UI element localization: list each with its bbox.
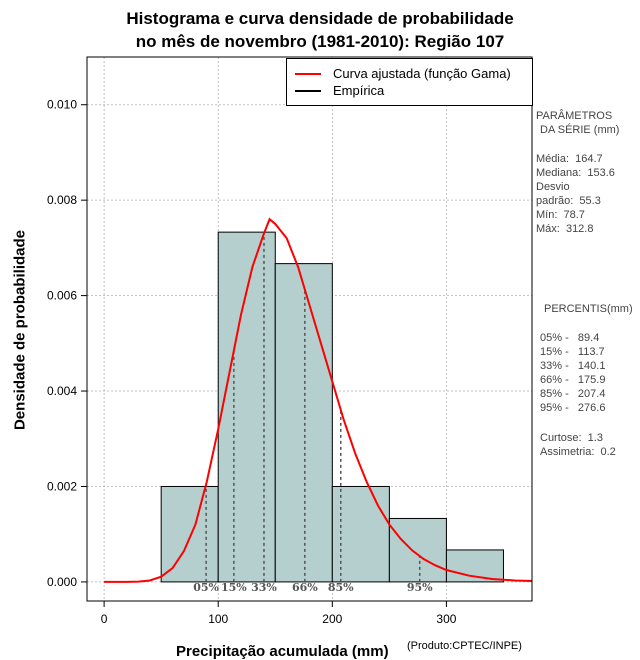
percentile-label: 33% — [251, 581, 277, 594]
params-title-2: DA SÉRIE (mm) — [540, 124, 620, 136]
y-axis-label: Densidade de probabilidade — [11, 229, 29, 431]
chart-title-line-2: no mês de novembro (1981-2010): Região 1… — [135, 32, 505, 51]
percentile-label: 05% — [193, 581, 219, 594]
legend-item-empirical: Empírica — [295, 83, 384, 98]
x-tick-label: 300 — [436, 612, 456, 626]
histogram-bar — [274, 263, 333, 583]
legend-swatch-red — [295, 72, 321, 75]
histogram-bar — [217, 231, 276, 583]
stat-skewness: Assimetria: 0.2 — [540, 446, 616, 458]
histogram-bar — [388, 517, 447, 583]
legend: Curva ajustada (função Gama) Empírica — [286, 58, 533, 106]
stat-sd-1: Desvio — [536, 181, 570, 193]
plot-frame — [86, 56, 533, 602]
percentiles-title: PERCENTIS(mm) — [544, 303, 633, 315]
stat-kurtosis: Curtose: 1.3 — [540, 432, 603, 444]
y-tick-label: 0.002 — [47, 479, 77, 493]
legend-label-empirical: Empírica — [333, 83, 385, 98]
y-tick-label: 0.004 — [47, 384, 77, 398]
x-tick-label: 200 — [322, 612, 342, 626]
y-tick-label: 0.010 — [47, 98, 77, 112]
legend-item-fitted: Curva ajustada (função Gama) — [295, 66, 511, 81]
pct-15: 15% - 113.7 — [540, 346, 605, 358]
pct-95: 95% - 276.6 — [540, 402, 606, 414]
percentile-label: 15% — [221, 581, 247, 594]
legend-label-fitted: Curva ajustada (função Gama) — [333, 66, 511, 81]
stat-max: Máx: 312.8 — [536, 223, 594, 235]
pct-33: 33% - 140.1 — [540, 360, 606, 372]
pct-66: 66% - 175.9 — [540, 374, 606, 386]
percentile-label: 66% — [292, 581, 318, 594]
y-tick-label: 0.008 — [47, 193, 77, 207]
chart-title-line-1: Histograma e curva densidade de probabil… — [126, 9, 514, 28]
legend-swatch-black — [295, 89, 321, 92]
percentile-label: 95% — [407, 581, 433, 594]
params-title-1: PARÂMETROS — [536, 110, 613, 122]
product-credit: (Produto:CPTEC/INPE) — [407, 640, 522, 652]
fitted-gamma-curve — [104, 217, 533, 583]
stat-median: Mediana: 153.6 — [536, 167, 615, 179]
x-tick-label: 0 — [101, 612, 108, 626]
y-tick-label: 0.000 — [47, 575, 77, 589]
pct-05: 05% - 89.4 — [540, 332, 600, 344]
histogram-bar — [160, 485, 219, 583]
stat-min: Mín: 78.7 — [536, 209, 585, 221]
pct-85: 85% - 207.4 — [540, 388, 606, 400]
percentile-label: 85% — [328, 581, 354, 594]
stat-sd-2: padrão: 55.3 — [536, 195, 601, 207]
stat-mean: Média: 164.7 — [536, 153, 603, 165]
x-axis-label: Precipitação acumulada (mm) — [176, 643, 389, 660]
y-tick-label: 0.006 — [47, 289, 77, 303]
histogram-bar — [331, 485, 390, 583]
x-tick-label: 100 — [208, 612, 228, 626]
